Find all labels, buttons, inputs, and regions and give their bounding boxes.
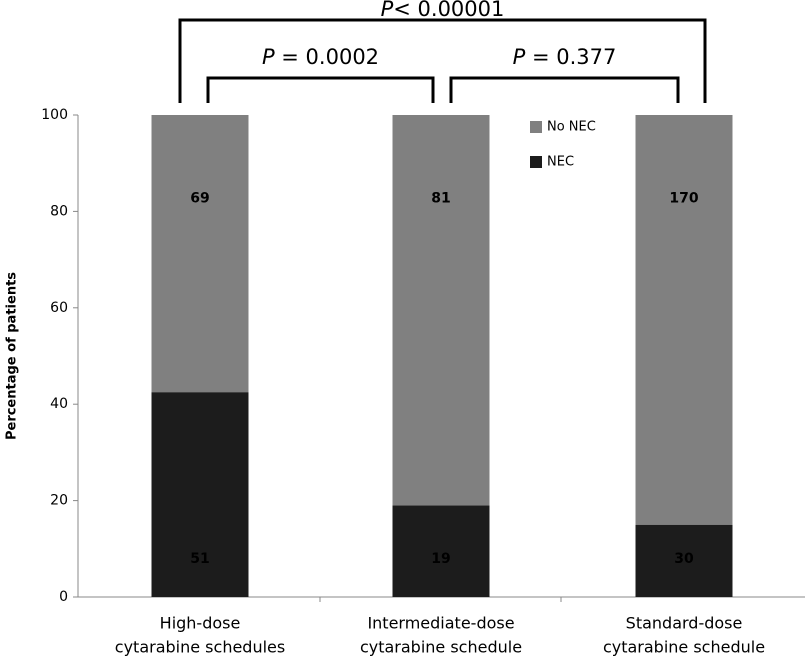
annotation-text: = 0.377 <box>525 45 616 69</box>
data-label: 30 <box>674 551 694 567</box>
y-axis-label: Percentage of patients <box>5 272 20 440</box>
bar-segment <box>151 392 249 597</box>
x-tick-label: Standard-dose <box>626 614 743 633</box>
legend-label: No NEC <box>547 120 596 135</box>
x-tick-label: cytarabine schedules <box>115 638 285 657</box>
data-label: 81 <box>431 190 450 206</box>
bar-segment <box>635 115 733 525</box>
x-tick-label: cytarabine schedule <box>360 638 522 657</box>
x-tick-label: cytarabine schedule <box>603 638 765 657</box>
legend-swatch <box>530 156 542 168</box>
y-tick-label: 0 <box>59 589 68 605</box>
bar-segment <box>392 505 490 597</box>
annotation: P = 0.377 <box>513 45 617 69</box>
y-tick-label: 20 <box>50 493 68 509</box>
annotation-italic: P <box>513 45 526 69</box>
x-tick-label: Intermediate-dose <box>367 614 514 633</box>
legend-swatch <box>530 121 542 133</box>
annotation: P = 0.0002 <box>262 45 379 69</box>
y-tick-label: 100 <box>41 107 68 123</box>
y-tick-label: 60 <box>50 300 68 316</box>
bar-segment <box>151 115 249 393</box>
bar-segment <box>635 524 733 597</box>
data-label: 170 <box>669 190 698 206</box>
y-tick-label: 80 <box>50 203 68 219</box>
x-tick-label: High-dose <box>160 614 241 633</box>
annotation-italic: P <box>381 0 394 21</box>
data-label: 69 <box>190 190 209 206</box>
legend-label: NEC <box>547 155 574 170</box>
bracket <box>449 76 680 103</box>
bar-segment <box>392 115 490 506</box>
y-tick-label: 40 <box>50 396 68 412</box>
data-label: 51 <box>190 551 209 567</box>
annotation-text: < 0.00001 <box>393 0 504 21</box>
annotation-text: = 0.0002 <box>275 45 379 69</box>
data-label: 19 <box>431 551 450 567</box>
bracket <box>178 18 707 103</box>
bracket <box>206 76 435 103</box>
annotation: P< 0.00001 <box>381 0 505 21</box>
annotation-italic: P <box>262 45 275 69</box>
